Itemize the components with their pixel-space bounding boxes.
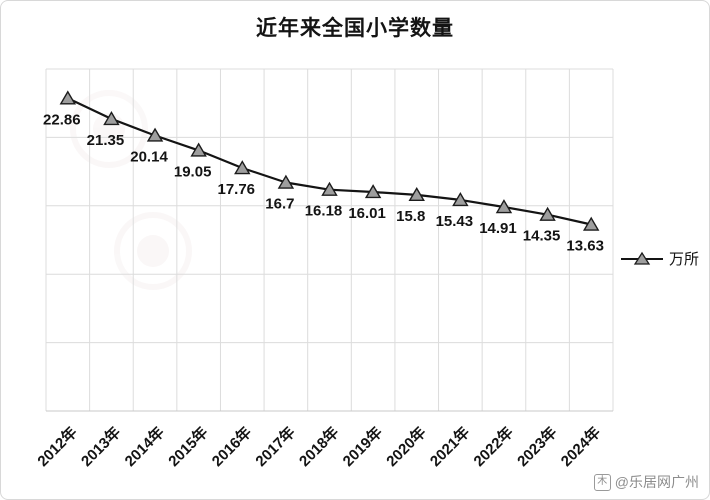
data-label: 15.8	[396, 208, 425, 225]
data-label: 19.05	[174, 163, 212, 180]
watermark-text: @乐居网广州	[614, 474, 699, 490]
x-axis-label: 2020年	[383, 423, 430, 470]
data-point-marker	[321, 181, 338, 196]
data-point-marker	[59, 90, 77, 105]
data-label: 14.91	[479, 220, 517, 237]
data-point-marker	[234, 160, 251, 175]
x-axis-label: 2016年	[208, 423, 255, 470]
x-axis-label: 2019年	[339, 423, 386, 470]
background-watermark	[70, 90, 192, 290]
data-point-marker	[495, 199, 513, 214]
background-watermark-circle	[114, 212, 192, 290]
x-axis-label: 2022年	[470, 423, 517, 470]
background-watermark-dot	[137, 235, 169, 267]
data-point-marker	[277, 174, 295, 189]
data-point-marker	[452, 192, 469, 207]
data-point-marker	[408, 186, 425, 202]
data-label: 13.63	[566, 238, 604, 255]
x-axis-label: 2017年	[252, 423, 299, 470]
x-axis-label: 2024年	[557, 423, 604, 470]
data-label: 21.35	[87, 132, 125, 149]
data-point-marker	[539, 206, 556, 221]
x-axis-label: 2015年	[165, 423, 212, 470]
chart-title: 近年来全国小学数量	[256, 17, 454, 40]
data-point-marker	[582, 216, 600, 231]
legend-label: 万所	[669, 251, 699, 268]
data-point-marker	[190, 142, 207, 157]
x-axis-label: 2018年	[295, 423, 342, 470]
data-point-marker	[146, 127, 164, 142]
x-axis-label: 2021年	[426, 423, 473, 470]
data-label: 15.43	[436, 213, 474, 230]
data-point-marker	[103, 111, 120, 126]
data-label: 20.14	[130, 148, 168, 165]
data-label: 16.7	[265, 196, 294, 213]
legend: 万所	[621, 251, 699, 268]
background-watermark-circle	[70, 90, 148, 168]
x-axis-label: 2013年	[77, 423, 124, 470]
watermark: 木 @乐居网广州	[593, 472, 699, 492]
data-label: 16.01	[348, 205, 386, 222]
data-label: 16.18	[305, 203, 343, 220]
markers-and-labels: 22.86 21.35 20.14 19.05 17.76 16.7 16.18 16.01 1…	[43, 90, 604, 255]
data-label: 14.35	[523, 228, 561, 245]
data-label: 17.76	[217, 181, 255, 198]
x-axis-label: 2014年	[121, 423, 168, 470]
data-point-marker	[364, 184, 382, 199]
grid	[45, 68, 614, 412]
data-label: 22.86	[43, 111, 81, 128]
legend-marker	[633, 251, 651, 265]
x-axis-label: 2012年	[34, 423, 81, 470]
x-axis-labels: 2012年2013年2014年2015年2016年2017年2018年2019年…	[34, 423, 604, 470]
leju-logo-icon: 木	[593, 473, 611, 491]
x-axis-label: 2023年	[513, 423, 560, 470]
